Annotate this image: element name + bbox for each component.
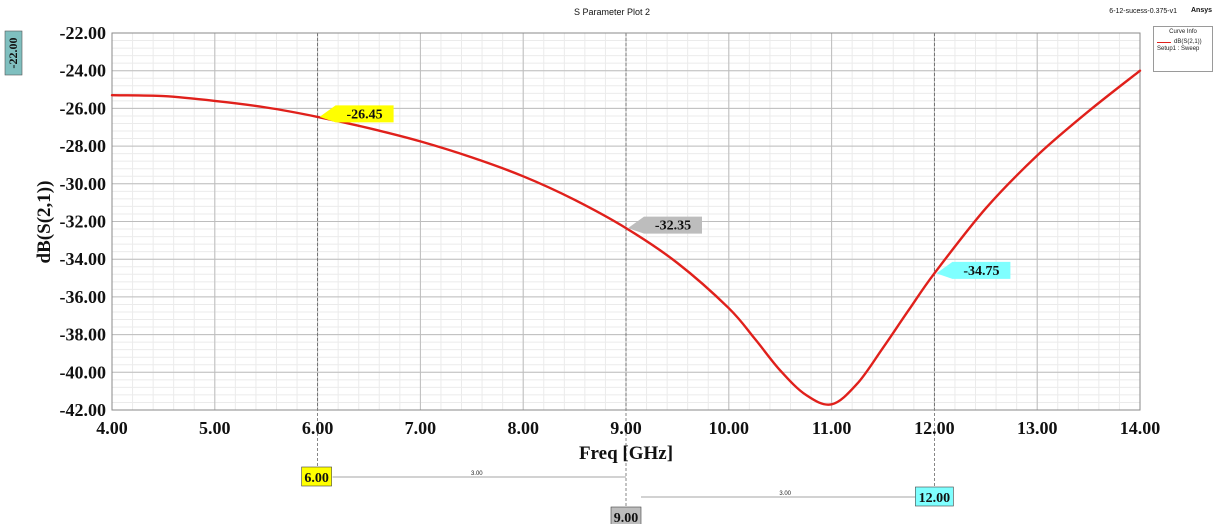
y-axis-label: dB(S(2,1))	[34, 181, 55, 264]
y-tick-label: -40.00	[60, 362, 107, 382]
x-tick-label: 13.00	[1017, 418, 1058, 438]
y-tick-label: -32.00	[60, 212, 107, 232]
x-tick-label: 12.00	[914, 418, 955, 438]
marker-y-value: -34.75	[963, 264, 999, 279]
marker-x-value: 9.00	[614, 511, 639, 524]
y-tick-label: -34.00	[60, 249, 107, 269]
marker-x-badges: 6.00 9.00 12.00	[301, 466, 954, 524]
x-tick-label: 7.00	[405, 418, 437, 438]
y-tick-labels: -22.00 -24.00 -26.00 -28.00 -30.00 -32.00 -34.…	[60, 23, 107, 420]
marker-flag	[628, 216, 702, 234]
x-tick-label: 8.00	[507, 418, 539, 438]
y-max-badge	[4, 30, 23, 76]
marker-x-value: 12.00	[919, 491, 951, 506]
marker-x-value: 6.00	[304, 471, 329, 486]
marker-x-badge	[915, 486, 954, 507]
legend-swatch	[1157, 41, 1171, 43]
marker-y-value: -26.45	[347, 107, 383, 122]
y-tick-label: -30.00	[60, 174, 107, 194]
x-tick-label: 4.00	[96, 418, 128, 438]
y-tick-label: -42.00	[60, 400, 107, 420]
x-tick-label: 14.00	[1120, 418, 1161, 438]
y-max-badge-label: -22.00	[6, 38, 20, 69]
y-tick-label: -24.00	[60, 61, 107, 81]
x-tick-labels: 4.00 5.00 6.00 7.00 8.00 9.00 10.00 11.00 12.00 1…	[96, 418, 1160, 438]
delta-value: 3.00	[471, 471, 483, 477]
marker-guide-lines	[317, 33, 935, 509]
x-tick-label: 6.00	[302, 418, 334, 438]
y-tick-label: -28.00	[60, 136, 107, 156]
marker-flag	[936, 261, 1011, 279]
marker-flag	[319, 105, 394, 123]
x-tick-label: 10.00	[709, 418, 750, 438]
marker-x-badge	[610, 506, 642, 524]
marker-x-badge	[301, 466, 332, 487]
marker-flags: -26.45 -32.35 -34.75	[319, 105, 1011, 279]
legend-sub: Setup1 : Sweep	[1157, 46, 1200, 52]
legend: Curve Info dB(S(2,1)) Setup1 : Sweep	[1153, 26, 1213, 72]
y-tick-label: -22.00	[60, 23, 107, 43]
plot-frame	[111, 32, 1141, 411]
brand-label: Ansys	[1191, 7, 1212, 14]
y-tick-label: -26.00	[60, 98, 107, 118]
marker-y-value: -32.35	[655, 219, 691, 234]
delta-value: 3.00	[779, 491, 791, 497]
y-tick-label: -36.00	[60, 287, 107, 307]
design-name: 6-12-sucess-0.375-v1	[1109, 8, 1177, 15]
delta-lines: 3.00 3.00	[332, 471, 935, 498]
legend-title: Curve Info	[1169, 29, 1197, 35]
legend-entry: dB(S(2,1))	[1154, 39, 1212, 45]
x-tick-label: 11.00	[812, 418, 852, 438]
chart-title: S Parameter Plot 2	[574, 7, 650, 17]
legend-entry-label: dB(S(2,1))	[1174, 39, 1202, 45]
x-tick-label: 5.00	[199, 418, 231, 438]
x-axis-label: Freq [GHz]	[579, 443, 673, 464]
x-tick-label: 9.00	[610, 418, 642, 438]
curve-dB-S21	[110, 69, 1142, 406]
y-tick-label: -38.00	[60, 325, 107, 345]
